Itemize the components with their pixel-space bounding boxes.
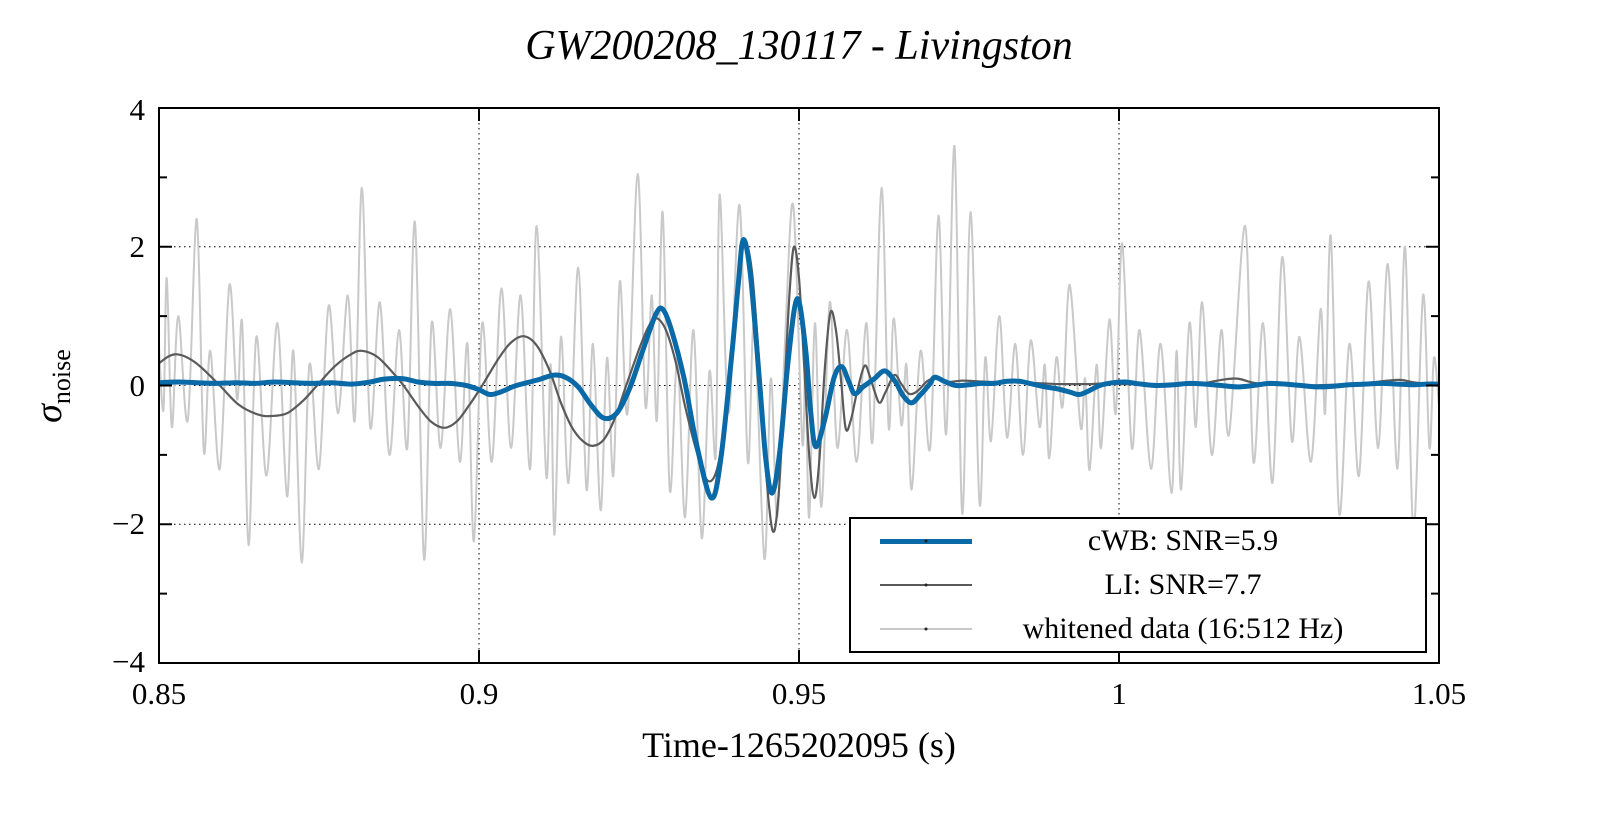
legend-entry-cwb: cWB: SNR=5.9 bbox=[851, 519, 1425, 563]
series-2 bbox=[159, 237, 1439, 501]
legend-box: cWB: SNR=5.9 LI: SNR=7.7 whitened data (… bbox=[849, 517, 1427, 653]
cwb-line-swatch bbox=[880, 538, 972, 544]
li-line-swatch bbox=[880, 583, 972, 587]
legend-label-cwb: cWB: SNR=5.9 bbox=[1087, 524, 1279, 557]
y-tick-4: 4 bbox=[129, 92, 146, 127]
x-axis-label: Time-1265202095 (s) bbox=[642, 725, 956, 765]
marker-dot-icon bbox=[924, 583, 928, 587]
marker-dot-icon bbox=[924, 539, 928, 543]
y-tick-neg-4: −4 bbox=[112, 644, 145, 679]
x-tick-1-05: 1.05 bbox=[1411, 676, 1467, 711]
x-tick-0-9: 0.9 bbox=[459, 676, 499, 711]
page-title: GW200208_130117 - Livingston bbox=[525, 23, 1073, 69]
whitened-line-swatch bbox=[880, 627, 972, 631]
x-tick-0-95: 0.95 bbox=[771, 676, 827, 711]
x-tick-1: 1 bbox=[1111, 676, 1127, 711]
y-axis-symbol: σ bbox=[28, 404, 71, 423]
x-tick-0-85: 0.85 bbox=[131, 676, 187, 711]
legend-entry-whitened: whitened data (16:512 Hz) bbox=[851, 607, 1425, 651]
y-tick-0: 0 bbox=[129, 368, 146, 403]
y-tick-neg-2: −2 bbox=[112, 506, 145, 541]
legend-entry-li: LI: SNR=7.7 bbox=[851, 563, 1425, 607]
marker-dot-icon bbox=[924, 627, 928, 631]
legend-label-li: LI: SNR=7.7 bbox=[1104, 568, 1262, 601]
legend-label-whitened: whitened data (16:512 Hz) bbox=[1022, 612, 1344, 645]
y-tick-2: 2 bbox=[129, 229, 146, 264]
